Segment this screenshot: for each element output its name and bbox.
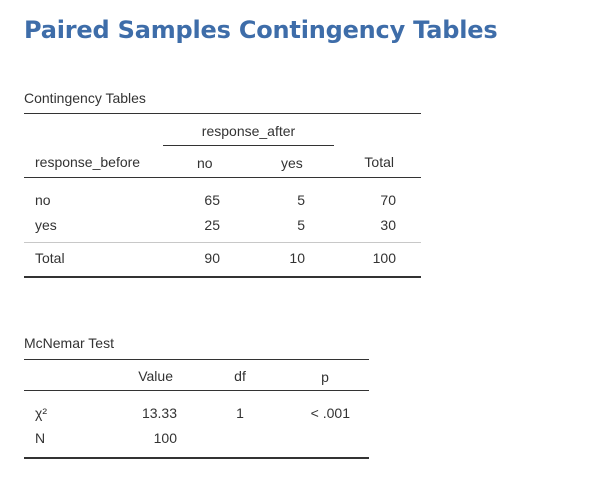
column-header-value: Value	[138, 368, 173, 384]
row-label: no	[35, 192, 51, 208]
total-separator	[24, 242, 421, 243]
cell-total: 100	[372, 250, 396, 266]
mcnemar-table-caption: McNemar Test	[24, 335, 114, 351]
cell-no: 25	[204, 217, 220, 233]
cell-p: < .001	[310, 405, 350, 421]
mcnemar-bottom-rule	[24, 457, 369, 459]
cell-df: 1	[236, 405, 244, 421]
cell-yes: 10	[289, 250, 305, 266]
mcnemar-top-rule	[24, 359, 369, 360]
contingency-bottom-rule	[24, 276, 421, 278]
column-header-no: no	[197, 155, 213, 171]
cell-total: 70	[380, 192, 396, 208]
column-header-yes: yes	[281, 155, 303, 171]
cell-no: 65	[204, 192, 220, 208]
contingency-table-caption: Contingency Tables	[24, 90, 146, 106]
row-label: yes	[35, 217, 57, 233]
contingency-top-rule	[24, 113, 421, 114]
cell-value: 100	[153, 430, 177, 446]
mcnemar-header-rule	[24, 390, 369, 391]
column-header-total: Total	[364, 154, 394, 170]
column-header-df: df	[234, 368, 246, 384]
page-title: Paired Samples Contingency Tables	[24, 16, 498, 44]
row-label: Total	[35, 250, 65, 266]
spanner-header: response_after	[201, 123, 296, 139]
row-label: N	[35, 430, 46, 446]
cell-yes: 5	[297, 217, 305, 233]
cell-total: 30	[380, 217, 396, 233]
column-header-p: p	[321, 369, 329, 385]
cell-value: 13.33	[141, 405, 177, 421]
cell-yes: 5	[297, 192, 305, 208]
row-header: response_before	[35, 154, 141, 170]
row-label: χ²	[35, 405, 48, 421]
header-rule	[24, 177, 421, 178]
spanner-rule	[163, 145, 334, 146]
cell-no: 90	[204, 250, 220, 266]
